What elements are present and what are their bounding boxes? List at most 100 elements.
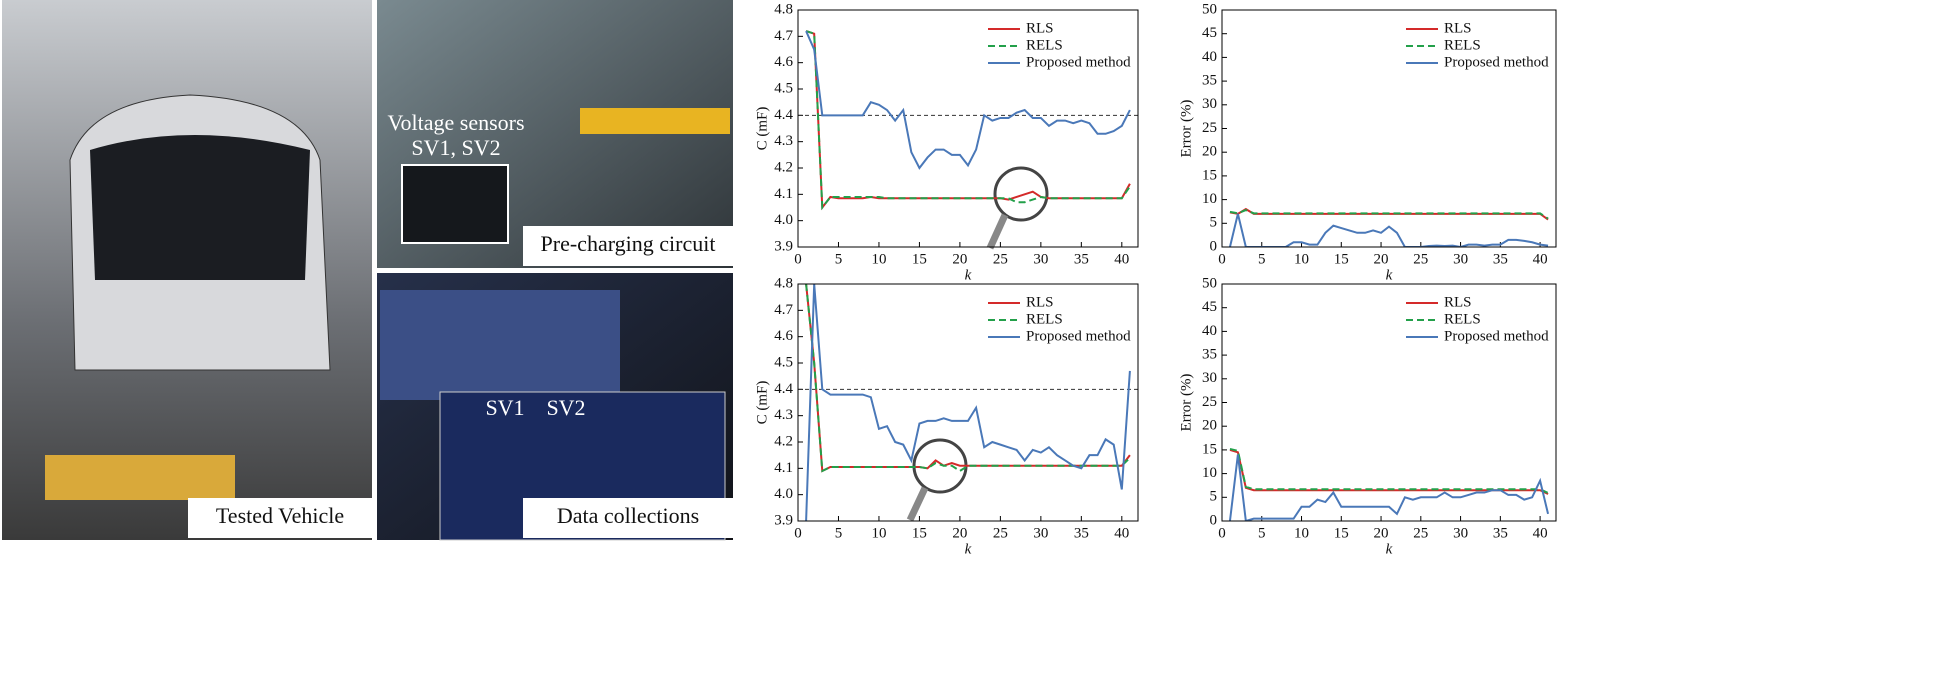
y-axis-label: Error (%) [1178, 100, 1194, 158]
legend-label: Proposed method [1026, 54, 1131, 70]
y-tick-label: 5 [1210, 489, 1218, 505]
caption-box [523, 226, 733, 266]
legend-label: RELS [1026, 311, 1063, 327]
series-line [805, 30, 1131, 170]
y-axis-label: C (mF) [754, 381, 770, 425]
legend-label: RLS [1026, 294, 1054, 310]
y-tick-label: 4.8 [774, 1, 793, 17]
y-tick-label: 25 [1202, 120, 1217, 136]
y-tick-label: 50 [1202, 275, 1217, 291]
x-tick-label: 30 [1453, 525, 1468, 541]
series-line [805, 30, 1131, 211]
series-line [1229, 208, 1549, 220]
photo-label: Voltage sensors [387, 110, 524, 135]
x-tick-label: 0 [794, 525, 802, 541]
y-tick-label: 3.9 [774, 238, 793, 254]
y-tick-label: 30 [1202, 96, 1217, 112]
series-line [1228, 454, 1550, 521]
y-tick-label: 10 [1202, 191, 1217, 207]
x-tick-label: 40 [1533, 251, 1548, 267]
x-tick-label: 25 [993, 525, 1008, 541]
x-tick-label: 35 [1493, 525, 1508, 541]
y-tick-label: 4.0 [774, 486, 793, 502]
y-tick-label: 4.5 [774, 80, 793, 96]
chart: 0 5 10 15 20 25 30 35 40 0 5 10 15 20 25 30 35 40 45 50 k Err… [1178, 275, 1557, 557]
y-tick-label: 4.7 [774, 28, 793, 44]
legend-label: RLS [1026, 20, 1054, 36]
x-tick-label: 30 [1033, 525, 1048, 541]
legend-label: RELS [1444, 311, 1481, 327]
caption-box [523, 498, 733, 538]
y-tick-label: 50 [1202, 1, 1217, 17]
y-tick-label: 45 [1202, 25, 1217, 41]
legend-label: RELS [1026, 37, 1063, 53]
x-tick-label: 5 [1258, 525, 1266, 541]
x-tick-label: 15 [912, 525, 927, 541]
series-line [1229, 448, 1549, 495]
photo-label: SV2 [546, 395, 585, 420]
x-axis-label: k [965, 267, 972, 283]
x-tick-label: 20 [952, 525, 967, 541]
y-tick-label: 25 [1202, 394, 1217, 410]
chart: 0 5 10 15 20 25 30 35 40 3.9 4.0 4.1 4.2 4.3 4.4 4.5 4.6… [754, 1, 1139, 283]
y-tick-label: 45 [1202, 299, 1217, 315]
y-tick-label: 4.2 [774, 433, 793, 449]
y-tick-label: 3.9 [774, 512, 793, 528]
y-tick-label: 4.4 [774, 107, 793, 123]
series-line [1228, 213, 1549, 247]
y-tick-label: 4.3 [774, 133, 793, 149]
plot-frame [1221, 9, 1557, 248]
photo-caption: Tested Vehicle [216, 503, 344, 528]
series-line [805, 284, 1131, 473]
y-tick-label: 4.6 [774, 54, 793, 70]
x-tick-label: 30 [1033, 251, 1048, 267]
y-tick-label: 4.2 [774, 159, 793, 175]
legend-label: Proposed method [1444, 328, 1549, 344]
plot-frame [1221, 283, 1557, 522]
photo-caption: Data collections [557, 503, 699, 528]
caption-box [188, 498, 372, 538]
x-tick-label: 10 [1294, 251, 1309, 267]
x-tick-label: 25 [993, 251, 1008, 267]
x-tick-label: 5 [835, 251, 843, 267]
y-tick-label: 30 [1202, 370, 1217, 386]
x-tick-label: 0 [1218, 251, 1226, 267]
series-line [1229, 447, 1549, 494]
y-tick-label: 4.7 [774, 302, 793, 318]
x-tick-label: 40 [1533, 525, 1548, 541]
photo-label: SV1 [485, 395, 524, 420]
x-tick-label: 20 [1374, 251, 1389, 267]
y-tick-label: 4.3 [774, 407, 793, 423]
y-tick-label: 35 [1202, 347, 1217, 363]
y-tick-label: 15 [1202, 167, 1217, 183]
x-tick-label: 35 [1074, 525, 1089, 541]
x-tick-label: 35 [1074, 251, 1089, 267]
magnifier [906, 166, 1049, 522]
legend-label: RLS [1444, 294, 1472, 310]
x-tick-label: 0 [794, 251, 802, 267]
y-axis-label: Error (%) [1178, 374, 1194, 432]
x-tick-label: 10 [871, 251, 886, 267]
x-tick-label: 20 [952, 251, 967, 267]
legend-label: Proposed method [1444, 54, 1549, 70]
y-tick-label: 4.5 [774, 354, 793, 370]
chart: 0 5 10 15 20 25 30 35 40 0 5 10 15 20 25 30 35 40 45 50 k Err… [1178, 1, 1557, 283]
legend-label: RLS [1444, 20, 1472, 36]
x-tick-label: 5 [1258, 251, 1266, 267]
legend-label: RELS [1444, 37, 1481, 53]
x-tick-label: 25 [1413, 251, 1428, 267]
x-axis-label: k [965, 541, 972, 557]
train-windshield [90, 135, 310, 280]
x-tick-label: 40 [1114, 525, 1129, 541]
x-tick-label: 25 [1413, 525, 1428, 541]
photo-label: SV1, SV2 [411, 135, 500, 160]
x-axis-label: k [1386, 541, 1393, 557]
x-tick-label: 5 [835, 525, 843, 541]
y-axis-label: C (mF) [754, 107, 770, 151]
y-tick-label: 4.6 [774, 328, 793, 344]
y-tick-label: 40 [1202, 323, 1217, 339]
y-tick-label: 35 [1202, 73, 1217, 89]
y-tick-label: 0 [1210, 512, 1218, 528]
